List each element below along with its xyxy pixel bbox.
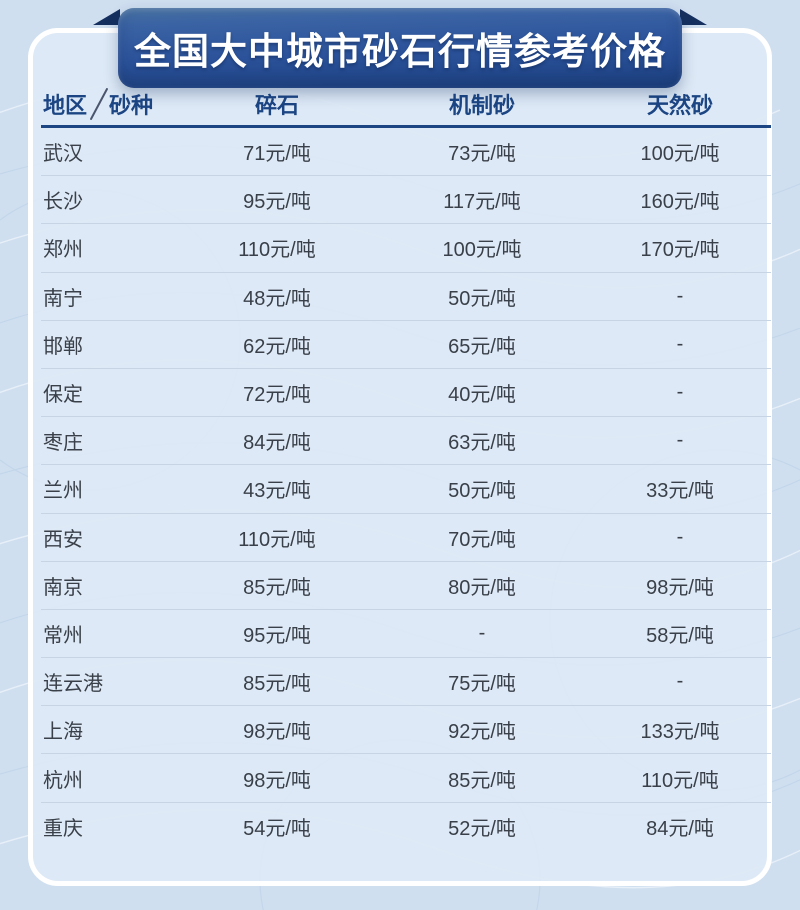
table-row: 邯郸 62元/吨 65元/吨 -	[41, 321, 771, 369]
price-cell-natural-sand: 160元/吨	[640, 191, 720, 214]
price-cell-natural-sand: 133元/吨	[640, 721, 720, 744]
price-cell-machine-made-sand: 73元/吨	[448, 143, 516, 166]
table-row: 保定 72元/吨 40元/吨 -	[41, 369, 771, 418]
page-title: 全国大中城市砂石行情参考价格	[134, 31, 666, 72]
price-cell-natural-sand: -	[676, 381, 684, 404]
price-cell-natural-sand: 58元/吨	[646, 624, 714, 647]
price-cell-machine-made-sand: 100元/吨	[442, 239, 522, 262]
price-cell-machine-made-sand: 117元/吨	[443, 191, 521, 214]
column-header-crushed-stone: 碎石	[254, 92, 299, 118]
price-cell-crushed-stone: 95元/吨	[243, 191, 311, 214]
table-row: 长沙 95元/吨 117元/吨 160元/吨	[41, 176, 771, 225]
price-cell-machine-made-sand: 70元/吨	[448, 528, 516, 551]
price-cell-crushed-stone: 84元/吨	[243, 432, 311, 455]
price-cell-machine-made-sand: 50元/吨	[448, 480, 516, 503]
table-row: 连云港 85元/吨 75元/吨 -	[41, 658, 771, 707]
price-cell-natural-sand: 110元/吨	[641, 769, 719, 792]
diagonal-slash-icon	[89, 87, 109, 120]
price-cell-crushed-stone: 110元/吨	[238, 239, 316, 262]
price-cell-crushed-stone: 43元/吨	[243, 480, 311, 503]
price-cell-natural-sand: 98元/吨	[646, 576, 714, 599]
price-cell-machine-made-sand: 92元/吨	[448, 721, 516, 744]
price-cell-natural-sand: -	[676, 429, 684, 452]
price-cell-machine-made-sand: -	[478, 621, 486, 644]
price-cell-natural-sand: -	[676, 332, 684, 355]
corner-header-cell: 地区 砂种	[41, 86, 179, 122]
price-card	[28, 28, 772, 886]
price-cell-natural-sand: 84元/吨	[646, 818, 714, 841]
price-cell-crushed-stone: 110元/吨	[238, 528, 316, 551]
city-cell: 常州	[43, 624, 83, 647]
price-cell-crushed-stone: 98元/吨	[243, 721, 311, 744]
table-row: 枣庄 84元/吨 63元/吨 -	[41, 417, 771, 466]
price-cell-natural-sand: -	[676, 670, 684, 693]
table-body: 武汉 71元/吨 73元/吨 100元/吨 长沙 95元/吨 117元/吨 16…	[41, 128, 771, 851]
price-cell-natural-sand: 33元/吨	[646, 480, 714, 503]
price-cell-machine-made-sand: 40元/吨	[448, 384, 516, 407]
table-header-row: 地区 砂种 碎石 机制砂 天然砂	[41, 82, 771, 128]
price-cell-machine-made-sand: 52元/吨	[448, 818, 516, 841]
city-cell: 西安	[43, 528, 83, 551]
column-header-natural-sand: 天然砂	[646, 92, 713, 118]
price-cell-machine-made-sand: 85元/吨	[448, 769, 516, 792]
table-row: 南宁 48元/吨 50元/吨 -	[41, 273, 771, 321]
table-row: 常州 95元/吨 - 58元/吨	[41, 610, 771, 659]
price-cell-crushed-stone: 95元/吨	[243, 624, 311, 647]
table-row: 杭州 98元/吨 85元/吨 110元/吨	[41, 754, 771, 803]
price-cell-crushed-stone: 62元/吨	[243, 335, 311, 358]
price-cell-crushed-stone: 71元/吨	[243, 143, 311, 166]
price-cell-machine-made-sand: 80元/吨	[448, 576, 516, 599]
city-cell: 枣庄	[43, 432, 83, 455]
price-cell-natural-sand: -	[676, 284, 684, 307]
table-row: 上海 98元/吨 92元/吨 133元/吨	[41, 706, 771, 755]
title-banner: 全国大中城市砂石行情参考价格	[118, 8, 682, 88]
table-row: 兰州 43元/吨 50元/吨 33元/吨	[41, 465, 771, 514]
city-cell: 上海	[43, 721, 83, 744]
price-cell-crushed-stone: 54元/吨	[243, 818, 311, 841]
sand-type-axis-label: 砂种	[109, 92, 154, 118]
city-cell: 连云港	[43, 673, 103, 696]
price-cell-crushed-stone: 85元/吨	[243, 673, 311, 696]
city-cell: 保定	[43, 384, 83, 407]
city-cell: 杭州	[43, 769, 83, 792]
price-cell-machine-made-sand: 50元/吨	[448, 287, 516, 310]
city-cell: 邯郸	[43, 335, 83, 358]
city-cell: 武汉	[43, 143, 83, 166]
table-row: 郑州 110元/吨 100元/吨 170元/吨	[41, 224, 771, 273]
city-cell: 南京	[43, 576, 83, 599]
price-cell-natural-sand: 170元/吨	[640, 239, 720, 262]
city-cell: 长沙	[43, 191, 83, 214]
price-cell-machine-made-sand: 65元/吨	[448, 335, 516, 358]
price-cell-machine-made-sand: 63元/吨	[448, 432, 516, 455]
city-cell: 南宁	[43, 287, 83, 310]
table-row: 武汉 71元/吨 73元/吨 100元/吨	[41, 128, 771, 177]
city-cell: 重庆	[43, 818, 83, 841]
table-row: 西安 110元/吨 70元/吨 -	[41, 514, 771, 562]
column-header-machine-made-sand: 机制砂	[448, 92, 515, 118]
table-row: 南京 85元/吨 80元/吨 98元/吨	[41, 562, 771, 610]
table-row: 重庆 54元/吨 52元/吨 84元/吨	[41, 803, 771, 851]
price-cell-crushed-stone: 85元/吨	[243, 576, 311, 599]
price-cell-crushed-stone: 98元/吨	[243, 769, 311, 792]
price-cell-natural-sand: -	[676, 525, 684, 548]
region-axis-label: 地区	[43, 92, 88, 118]
price-cell-crushed-stone: 72元/吨	[243, 384, 311, 407]
price-table: 地区 砂种 碎石 机制砂 天然砂 武汉 71元/吨 73元/吨 100元/吨 长…	[41, 82, 771, 851]
price-cell-natural-sand: 100元/吨	[640, 143, 720, 166]
price-cell-machine-made-sand: 75元/吨	[448, 673, 516, 696]
city-cell: 兰州	[43, 480, 83, 503]
price-cell-crushed-stone: 48元/吨	[243, 287, 311, 310]
city-cell: 郑州	[43, 239, 83, 262]
